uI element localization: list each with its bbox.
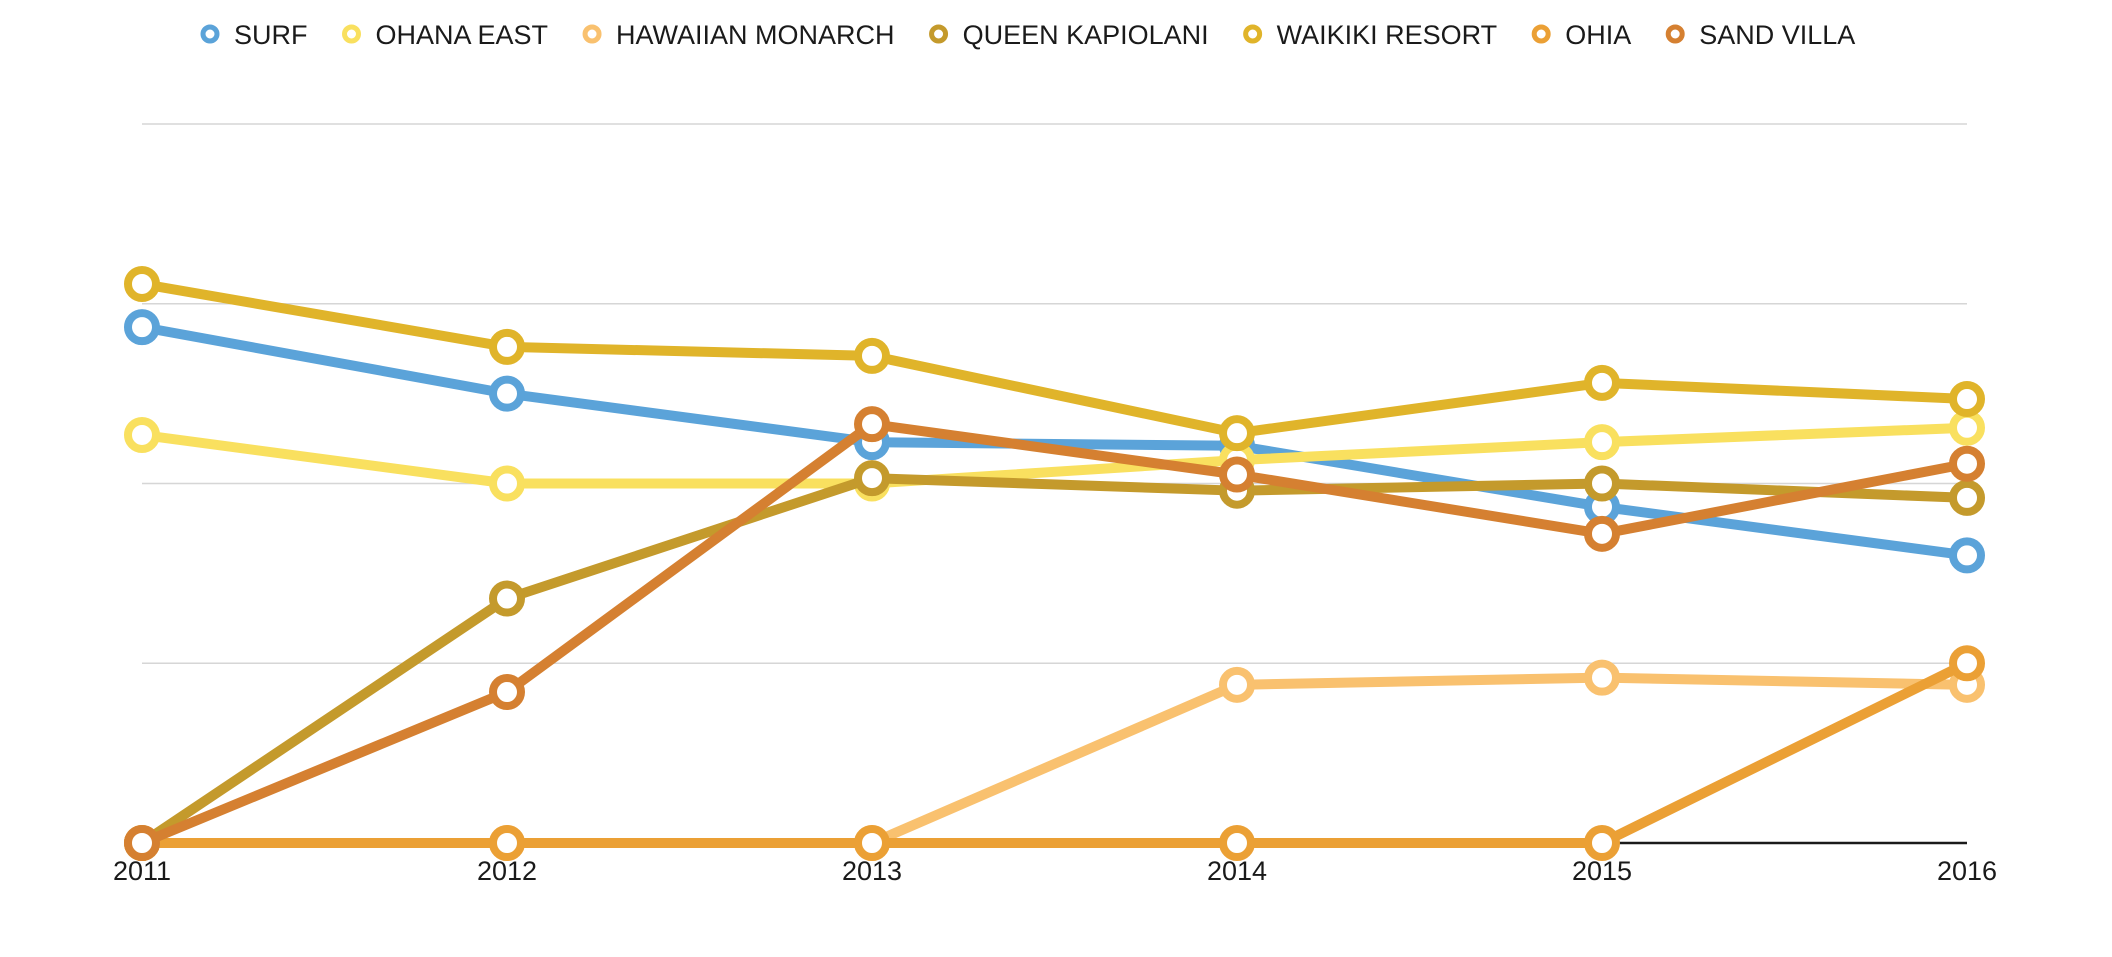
data-point: [854, 460, 890, 497]
data-point: [1949, 645, 1985, 682]
data-point: [489, 375, 525, 412]
data-point: [1584, 515, 1620, 552]
chart-legend: SURF OHANA EAST HAWAIIAN MONARCH QUEEN KAPI…: [200, 20, 1855, 50]
data-point: [1949, 445, 1985, 482]
chart-series: [124, 265, 1985, 861]
data-point: [1219, 456, 1255, 493]
series-line: [137, 672, 1972, 848]
data-point: [854, 337, 890, 374]
legend-marker: [200, 24, 220, 44]
data-point: [854, 825, 890, 861]
data-point: [1949, 409, 1985, 446]
data-point: [1219, 666, 1255, 703]
data-point: [489, 580, 525, 617]
legend-item-surf: SURF: [200, 20, 308, 50]
data-point: [1219, 825, 1255, 861]
legend-label: SAND VILLA: [1699, 20, 1855, 50]
data-point: [124, 416, 160, 453]
series-line: [137, 658, 1972, 848]
legend-marker: [342, 24, 361, 44]
legend-label: OHANA EAST: [376, 20, 549, 50]
data-point: [489, 825, 525, 861]
legend-label: WAIKIKI RESORT: [1277, 20, 1498, 50]
legend-marker: [1531, 24, 1551, 44]
data-point: [124, 825, 160, 861]
data-point: [489, 674, 525, 711]
data-point: [1949, 537, 1985, 574]
data-point: [489, 328, 525, 365]
series-waikiki-resort: [124, 265, 1985, 452]
legend-marker: [1665, 24, 1685, 44]
legend-item-queen-kapiolani: QUEEN KAPIOLANI: [929, 20, 1209, 50]
series-line: [137, 473, 1972, 848]
data-point: [489, 465, 525, 502]
data-point: [1219, 415, 1255, 452]
series-sand-villa: [124, 406, 1985, 861]
data-point: [1584, 364, 1620, 401]
data-point: [1584, 465, 1620, 502]
legend-item-waikiki-resort: WAIKIKI RESORT: [1243, 20, 1498, 50]
data-point: [1584, 659, 1620, 696]
legend-marker: [582, 24, 602, 44]
legend-marker: [929, 24, 949, 44]
series-hawaiian-monarch: [124, 659, 1985, 861]
series-line: [137, 422, 1972, 489]
x-tick-label: 2016: [1937, 856, 1997, 886]
legend-label: QUEEN KAPIOLANI: [963, 20, 1209, 50]
series-line: [137, 322, 1972, 561]
data-point: [1949, 381, 1985, 418]
legend-marker: [1243, 24, 1263, 44]
data-point: [1584, 825, 1620, 861]
legend-item-sand-villa: SAND VILLA: [1665, 20, 1855, 50]
data-point: [1584, 424, 1620, 461]
data-point: [124, 309, 160, 346]
legend-label: HAWAIIAN MONARCH: [616, 20, 895, 50]
legend-item-ohana-east: OHANA EAST: [342, 20, 549, 50]
data-point: [124, 265, 160, 302]
legend-label: SURF: [234, 20, 308, 50]
series-line: [137, 419, 1972, 848]
data-point: [854, 406, 890, 443]
data-point: [1949, 479, 1985, 516]
x-axis: 2011 2012 2013 2014 2015 2016: [113, 841, 1997, 886]
legend-label: OHIA: [1565, 20, 1631, 50]
legend-item-hawaiian-monarch: HAWAIIAN MONARCH: [582, 20, 895, 50]
series-line: [137, 278, 1972, 439]
legend-item-ohia: OHIA: [1531, 20, 1631, 50]
